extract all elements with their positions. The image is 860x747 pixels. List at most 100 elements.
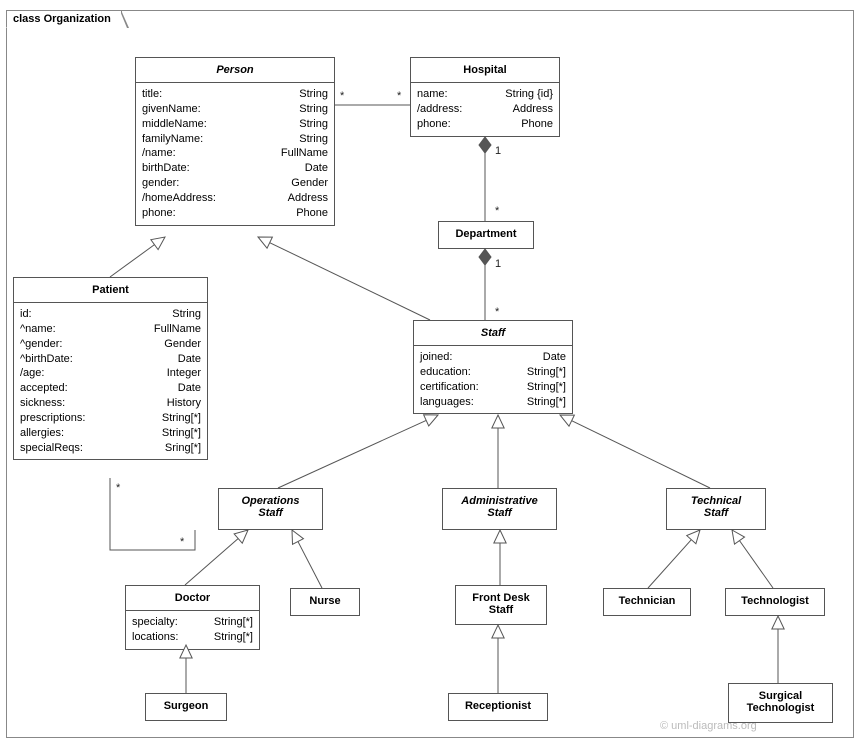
watermark: © uml-diagrams.org — [660, 720, 757, 732]
class-Person: Persontitle:StringgivenName:Stringmiddle… — [135, 57, 335, 226]
attribute-row: givenName: String — [142, 102, 328, 117]
class-title: Receptionist — [449, 694, 547, 718]
attribute-type: Phone — [296, 206, 328, 221]
attribute-row: accepted:Date — [20, 381, 201, 396]
attribute-type: String[*] — [527, 395, 566, 410]
class-title: Nurse — [291, 589, 359, 613]
attribute-type: FullName — [154, 322, 201, 337]
attribute-name: languages: — [420, 395, 474, 410]
attribute-name: certification: — [420, 380, 479, 395]
diagram-canvas: class Organization Persontitle:Stringgiv… — [0, 0, 860, 747]
attribute-type: String[*] — [527, 380, 566, 395]
attribute-name: title: — [142, 87, 162, 102]
attribute-name: familyName: — [142, 132, 203, 147]
attribute-type: String[*] — [214, 630, 253, 645]
attribute-row: certification: String[*] — [420, 380, 566, 395]
attribute-row: specialReqs: Sring[*] — [20, 441, 201, 456]
attribute-type: String — [299, 117, 328, 132]
attribute-name: id: — [20, 307, 32, 322]
attribute-name: phone: — [417, 117, 451, 132]
attribute-row: joined: Date — [420, 350, 566, 365]
attribute-type: FullName — [281, 146, 328, 161]
class-title: Doctor — [126, 586, 259, 611]
attribute-type: Address — [513, 102, 553, 117]
package-frame-label: class Organization — [6, 10, 122, 28]
attribute-type: Phone — [521, 117, 553, 132]
class-title: Front DeskStaff — [456, 586, 546, 622]
attribute-name: joined: — [420, 350, 452, 365]
attribute-name: /homeAddress: — [142, 191, 216, 206]
attribute-name: ^birthDate: — [20, 352, 73, 367]
attribute-type: String[*] — [527, 365, 566, 380]
class-title: Technologist — [726, 589, 824, 613]
attribute-row: specialty:String[*] — [132, 615, 253, 630]
class-title: Hospital — [411, 58, 559, 83]
attribute-type: String — [299, 102, 328, 117]
attribute-row: birthDate:Date — [142, 161, 328, 176]
class-Receptionist: Receptionist — [448, 693, 548, 721]
class-Staff: Staffjoined:Dateeducation:String[*]certi… — [413, 320, 573, 414]
attribute-name: /address: — [417, 102, 462, 117]
attribute-row: /name:FullName — [142, 146, 328, 161]
attribute-name: prescriptions: — [20, 411, 85, 426]
class-title: OperationsStaff — [219, 489, 322, 525]
attribute-type: String {id} — [505, 87, 553, 102]
attribute-row: ^birthDate: Date — [20, 352, 201, 367]
attribute-row: name: String {id} — [417, 87, 553, 102]
attribute-type: String — [299, 132, 328, 147]
attribute-row: title: String — [142, 87, 328, 102]
class-attributes: joined:Dateeducation:String[*]certificat… — [414, 346, 572, 413]
attribute-name: ^name: — [20, 322, 56, 337]
class-Department: Department — [438, 221, 534, 249]
class-Surgeon: Surgeon — [145, 693, 227, 721]
attribute-name: birthDate: — [142, 161, 190, 176]
attribute-name: ^gender: — [20, 337, 62, 352]
attribute-type: Gender — [164, 337, 201, 352]
class-SurgicalTechnologist: SurgicalTechnologist — [728, 683, 833, 723]
attribute-type: Integer — [167, 366, 201, 381]
attribute-row: phone: Phone — [417, 117, 553, 132]
class-title: Technician — [604, 589, 690, 613]
class-FrontDeskStaff: Front DeskStaff — [455, 585, 547, 625]
class-Patient: Patient id: String ^name: FullName ^gender: Ge… — [13, 277, 208, 460]
attribute-row: familyName: String — [142, 132, 328, 147]
attribute-name: middleName: — [142, 117, 207, 132]
class-title: Department — [439, 222, 533, 246]
attribute-row: sickness: History — [20, 396, 201, 411]
attribute-name: givenName: — [142, 102, 201, 117]
attribute-type: Date — [178, 352, 201, 367]
attribute-type: String — [172, 307, 201, 322]
class-AdministrativeStaff: AdministrativeStaff — [442, 488, 557, 530]
attribute-name: specialty: — [132, 615, 178, 630]
attribute-type: Date — [543, 350, 566, 365]
attribute-name: specialReqs: — [20, 441, 83, 456]
class-attributes: title: String givenName: String middleName: S… — [136, 83, 334, 225]
attribute-row: middleName: String — [142, 117, 328, 132]
attribute-row: ^gender: Gender — [20, 337, 201, 352]
class-title: Patient — [14, 278, 207, 303]
class-Technician: Technician — [603, 588, 691, 616]
class-attributes: name: String {id} /address: Address phone: Ph… — [411, 83, 559, 136]
class-title: SurgicalTechnologist — [729, 684, 832, 720]
attribute-name: name: — [417, 87, 448, 102]
attribute-row: prescriptions:String[*] — [20, 411, 201, 426]
attribute-name: sickness: — [20, 396, 65, 411]
attribute-row: /homeAddress: Address — [142, 191, 328, 206]
attribute-type: String — [299, 87, 328, 102]
attribute-name: education: — [420, 365, 471, 380]
attribute-type: Sring[*] — [165, 441, 201, 456]
class-Technologist: Technologist — [725, 588, 825, 616]
attribute-type: Address — [288, 191, 328, 206]
class-Doctor: Doctorspecialty:String[*]locations:Strin… — [125, 585, 260, 650]
attribute-name: gender: — [142, 176, 179, 191]
attribute-row: locations:String[*] — [132, 630, 253, 645]
class-title: TechnicalStaff — [667, 489, 765, 525]
attribute-row: ^name: FullName — [20, 322, 201, 337]
attribute-row: gender:Gender — [142, 176, 328, 191]
attribute-name: /age: — [20, 366, 44, 381]
attribute-row: languages: String[*] — [420, 395, 566, 410]
class-attributes: id:String^name:FullName^gender:Gender^bi… — [14, 303, 207, 459]
class-title: Surgeon — [146, 694, 226, 718]
attribute-type: String[*] — [162, 426, 201, 441]
attribute-type: History — [167, 396, 201, 411]
